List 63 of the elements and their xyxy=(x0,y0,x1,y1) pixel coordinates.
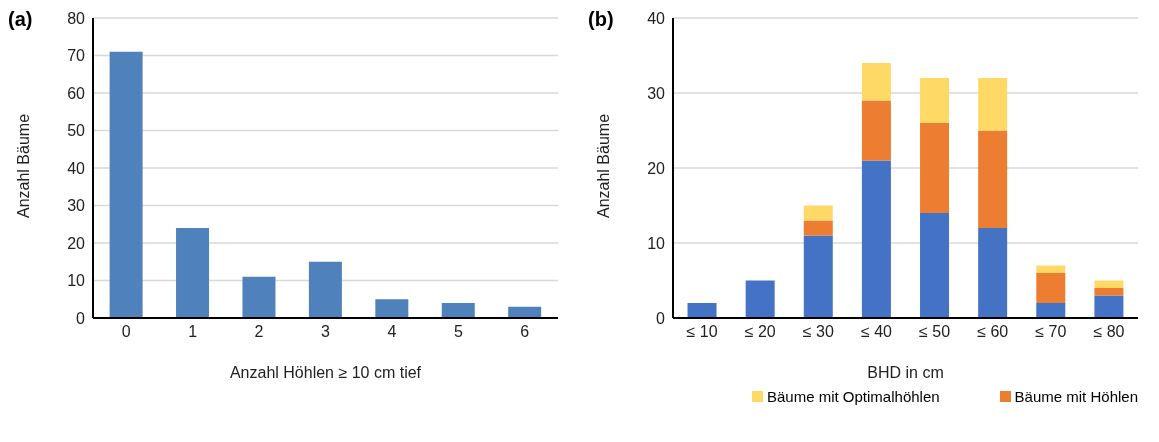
x-tick-label: 6 xyxy=(520,323,530,341)
y-axis-title: Anzahl Bäume xyxy=(14,113,32,218)
bar xyxy=(803,235,833,318)
bar xyxy=(176,228,210,318)
x-tick-label: 2 xyxy=(254,323,264,341)
x-tick-label: 1 xyxy=(188,323,198,341)
bar xyxy=(375,299,409,318)
y-tick-label: 70 xyxy=(67,47,86,65)
bar xyxy=(803,220,833,236)
x-tick-label: 0 xyxy=(121,323,131,341)
y-tick-label: 10 xyxy=(647,234,666,252)
y-tick-label: 10 xyxy=(67,272,86,290)
x-tick-label: 5 xyxy=(453,323,463,341)
bar xyxy=(1036,273,1066,303)
bar xyxy=(109,51,143,318)
bar xyxy=(308,261,342,318)
legend-label: Bäume mit Optimalhöhlen xyxy=(766,388,940,405)
y-tick-label: 30 xyxy=(67,197,86,215)
y-tick-label: 40 xyxy=(67,159,86,177)
bar xyxy=(242,276,276,318)
chart-title: (a) xyxy=(8,8,33,31)
legend-label: Bäume mit Höhlen xyxy=(1013,388,1138,405)
bar xyxy=(861,160,891,318)
chart-title: (b) xyxy=(588,8,614,31)
y-tick-label: 20 xyxy=(647,159,666,177)
bar xyxy=(1036,265,1066,273)
y-tick-label: 30 xyxy=(647,84,666,102)
bar xyxy=(978,78,1008,131)
y-axis-title: Anzahl Bäume xyxy=(594,113,612,218)
bar xyxy=(1094,280,1124,288)
bar xyxy=(745,280,775,318)
x-tick-label: ≤ 30 xyxy=(802,323,834,341)
x-tick-label: ≤ 60 xyxy=(977,323,1009,341)
bar xyxy=(1094,295,1124,318)
x-axis-title: BHD in cm xyxy=(867,364,944,381)
bar xyxy=(687,303,717,318)
bar xyxy=(1094,288,1124,296)
bar xyxy=(803,205,833,221)
bar xyxy=(920,123,950,213)
bar xyxy=(1036,303,1066,318)
y-tick-label: 0 xyxy=(656,309,666,327)
x-tick-label: 3 xyxy=(321,323,331,341)
y-tick-label: 0 xyxy=(76,309,86,327)
x-axis-title: Anzahl Höhlen ≥ 10 cm tief xyxy=(229,364,422,381)
y-tick-label: 40 xyxy=(647,9,666,27)
y-tick-label: 50 xyxy=(67,122,86,140)
bar xyxy=(978,228,1008,318)
x-tick-label: ≤ 10 xyxy=(686,323,718,341)
bar xyxy=(978,130,1008,228)
bar xyxy=(861,100,891,161)
x-tick-label: ≤ 80 xyxy=(1093,323,1125,341)
bar xyxy=(920,213,950,318)
x-tick-label: ≤ 70 xyxy=(1035,323,1067,341)
bar xyxy=(441,303,475,318)
x-tick-label: ≤ 50 xyxy=(919,323,951,341)
x-tick-label: ≤ 20 xyxy=(744,323,776,341)
y-tick-label: 60 xyxy=(67,84,86,102)
y-tick-label: 20 xyxy=(67,234,86,252)
x-tick-label: 4 xyxy=(387,323,397,341)
bar xyxy=(920,78,950,123)
bar xyxy=(861,63,891,101)
y-tick-label: 80 xyxy=(67,9,86,27)
x-tick-label: ≤ 40 xyxy=(860,323,893,341)
